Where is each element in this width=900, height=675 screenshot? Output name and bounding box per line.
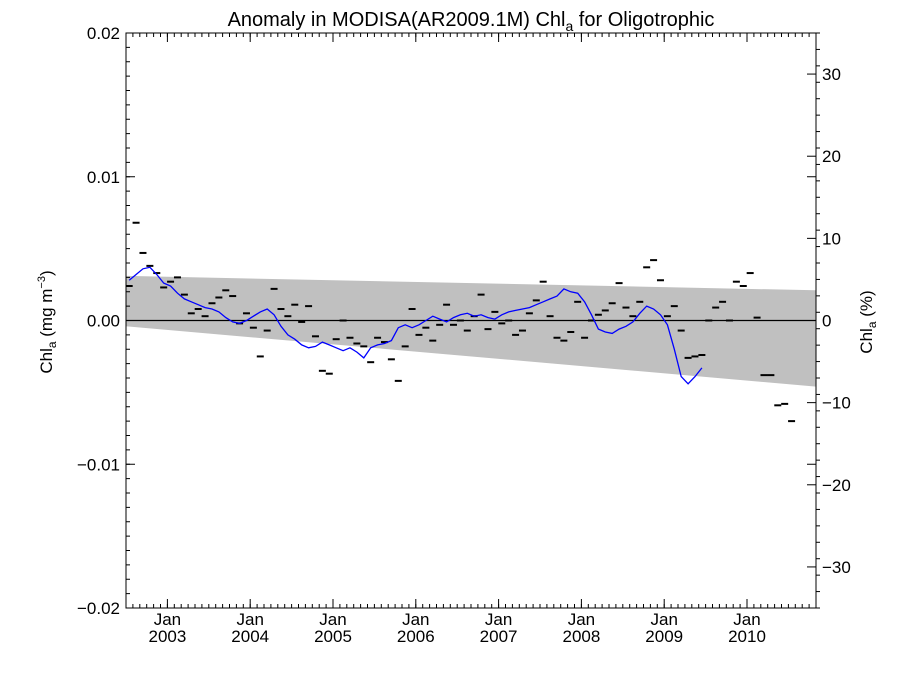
y-axis-label-right: Chla (%) xyxy=(857,290,879,353)
y-axis-label-left: Chla (mg m−3) xyxy=(36,270,59,373)
y-axis-label-left-unit-end: ) xyxy=(37,270,56,276)
x-tick-label-month: Jan xyxy=(568,610,595,629)
y-right-tick-label: 20 xyxy=(822,147,841,166)
y-axis-label-left-subscript: a xyxy=(45,341,59,348)
y-left-tick-label: 0.02 xyxy=(87,24,120,43)
y-left-tick-label: −0.01 xyxy=(77,455,120,474)
y-left-tick-label: 0.01 xyxy=(87,168,120,187)
x-tick-label-year: 2010 xyxy=(728,627,766,646)
chart-title-subscript: a xyxy=(565,18,573,34)
x-tick-label-month: Jan xyxy=(236,610,263,629)
chart-title-suffix: for Oligotrophic xyxy=(573,9,714,31)
chart-title: Anomaly in MODISA(AR2009.1M) Chla for Ol… xyxy=(228,9,715,34)
y-axis-label-right-base: Chl xyxy=(857,328,876,354)
y-left-tick-label: −0.02 xyxy=(77,599,120,618)
smoothed-anomaly-line xyxy=(128,266,703,385)
x-tick-label-year: 2008 xyxy=(562,627,600,646)
y-right-tick-label: 0 xyxy=(822,312,831,331)
y-right-tick-label: −20 xyxy=(822,476,851,495)
x-tick-label-month: Jan xyxy=(733,610,760,629)
x-tick-label-month: Jan xyxy=(650,610,677,629)
y-axis-label-left-base: Chl xyxy=(37,348,56,374)
y-axis-label-right-unit: (%) xyxy=(857,290,876,321)
x-tick-label-year: 2007 xyxy=(480,627,518,646)
x-tick-label-year: 2006 xyxy=(397,627,435,646)
y-axis-label-right-subscript: a xyxy=(865,321,879,328)
x-tick-label-month: Jan xyxy=(485,610,512,629)
x-tick-label-year: 2005 xyxy=(314,627,352,646)
uncertainty-envelope xyxy=(126,275,816,387)
y-right-tick-label: −30 xyxy=(822,558,851,577)
y-right-tick-label: 10 xyxy=(822,229,841,248)
x-tick-label-year: 2004 xyxy=(231,627,269,646)
x-tick-label-month: Jan xyxy=(402,610,429,629)
x-tick-label-month: Jan xyxy=(319,610,346,629)
x-tick-label-year: 2009 xyxy=(645,627,683,646)
chart-title-main: Anomaly in MODISA(AR2009.1M) Chl xyxy=(228,9,566,31)
plot-area xyxy=(125,221,816,423)
axes: −0.02 −0.01 0.00 0.01 0.02 −30 −20 −10 0 10 20 30 Ja… xyxy=(77,24,851,646)
y-left-tick-label: 0.00 xyxy=(87,312,120,331)
y-right-tick-label: 30 xyxy=(822,65,841,84)
y-right-tick-label: −10 xyxy=(822,394,851,413)
x-tick-label-year: 2003 xyxy=(148,627,186,646)
x-tick-label-month: Jan xyxy=(154,610,181,629)
y-axis-label-left-superscript: −3 xyxy=(36,276,48,289)
y-axis-label-left-unit: (mg m xyxy=(37,289,56,342)
